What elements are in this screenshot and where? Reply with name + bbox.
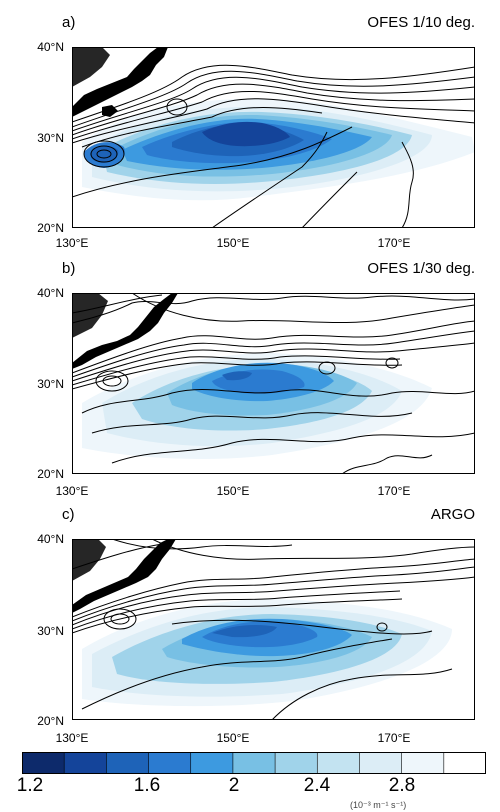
- lon-label-130e: 130°E: [55, 484, 89, 498]
- colorbar-label-2-4: 2.4: [303, 775, 331, 796]
- colorbar-units: (10⁻³ m⁻¹ s⁻¹): [350, 800, 407, 810]
- panel-letter: c): [62, 506, 75, 523]
- colorbar-swatch: [232, 752, 276, 774]
- land-japan: [72, 47, 168, 117]
- map-panel-b: [72, 293, 475, 474]
- map-frame: [72, 539, 475, 720]
- lon-label-150e: 150°E: [216, 731, 250, 745]
- pv-fill: [82, 599, 452, 707]
- pv-fill: [82, 353, 432, 459]
- colorbar-swatch: [359, 752, 403, 774]
- lat-label-20n: 20°N: [37, 714, 64, 728]
- land-japan: [72, 293, 178, 369]
- pv-contours: [72, 539, 475, 720]
- lon-label-170e: 170°E: [377, 484, 411, 498]
- lon-label-130e: 130°E: [55, 236, 89, 250]
- colorbar-swatch: [275, 752, 318, 774]
- map-panel-c: [72, 539, 475, 720]
- lon-label-150e: 150°E: [216, 484, 250, 498]
- lat-label-40n: 40°N: [37, 40, 64, 54]
- lon-label-130e: 130°E: [55, 731, 89, 745]
- colorbar-swatches: [22, 752, 486, 774]
- panel-letter: a): [62, 14, 76, 31]
- panel-title: ARGO: [430, 506, 475, 523]
- colorbar-swatch: [401, 752, 445, 774]
- lon-label-170e: 170°E: [377, 236, 411, 250]
- map-frame: [72, 47, 475, 228]
- pv-contours: [72, 293, 475, 474]
- panel-title: OFES 1/10 deg.: [367, 14, 475, 31]
- lon-label-170e: 170°E: [377, 731, 411, 745]
- panel-title: OFES 1/30 deg.: [367, 260, 475, 277]
- colorbar-swatch: [443, 752, 486, 774]
- colorbar-swatch: [106, 752, 150, 774]
- lat-label-30n: 30°N: [37, 377, 64, 391]
- lat-label-30n: 30°N: [37, 624, 64, 638]
- map-panel-a: [72, 47, 475, 228]
- lat-label-20n: 20°N: [37, 221, 64, 235]
- pv-fill: [82, 98, 475, 201]
- colorbar-label-1-2: 1.2: [16, 775, 44, 796]
- colorbar-label-1-6: 1.6: [133, 775, 161, 796]
- colorbar-swatch: [317, 752, 360, 774]
- colorbar-label-2: 2: [228, 775, 240, 796]
- land-japan: [72, 539, 176, 613]
- lat-label-40n: 40°N: [37, 532, 64, 546]
- colorbar-swatch: [190, 752, 234, 774]
- colorbar-swatch: [64, 752, 107, 774]
- colorbar-swatch: [22, 752, 65, 774]
- lon-label-150e: 150°E: [216, 236, 250, 250]
- colorbar-swatch: [148, 752, 192, 774]
- lat-label-20n: 20°N: [37, 467, 64, 481]
- colorbar-label-2-8: 2.8: [388, 775, 416, 796]
- lat-label-40n: 40°N: [37, 286, 64, 300]
- colorbar-frame: [22, 752, 486, 774]
- panel-letter: b): [62, 260, 76, 277]
- lat-label-30n: 30°N: [37, 131, 64, 145]
- map-frame: [72, 293, 475, 474]
- pv-contours: [72, 64, 475, 228]
